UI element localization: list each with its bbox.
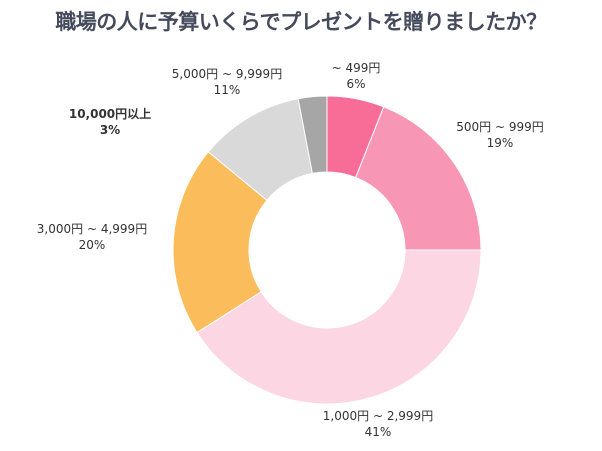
- label-under-500: ~ 499円 6%: [331, 61, 381, 91]
- label-3000-4999: 3,000円 ~ 4,999円 20%: [36, 222, 148, 252]
- donut-slice-3: [172, 151, 268, 334]
- label-5000-9999: 5,000円 ~ 9,999円 11%: [171, 67, 283, 97]
- chart-title: 職場の人に予算いくらでプレゼントを贈りましたか？: [55, 10, 547, 34]
- label-500-999: 500円 ~ 999円 19%: [456, 120, 544, 150]
- label-10000-over: 10,000円以上 3%: [68, 107, 152, 137]
- label-1000-2999: 1,000円 ~ 2,999円 41%: [322, 409, 434, 439]
- donut-slice-2: [196, 249, 482, 405]
- donut-slice-5: [297, 95, 328, 174]
- donut-slice-1: [355, 106, 482, 251]
